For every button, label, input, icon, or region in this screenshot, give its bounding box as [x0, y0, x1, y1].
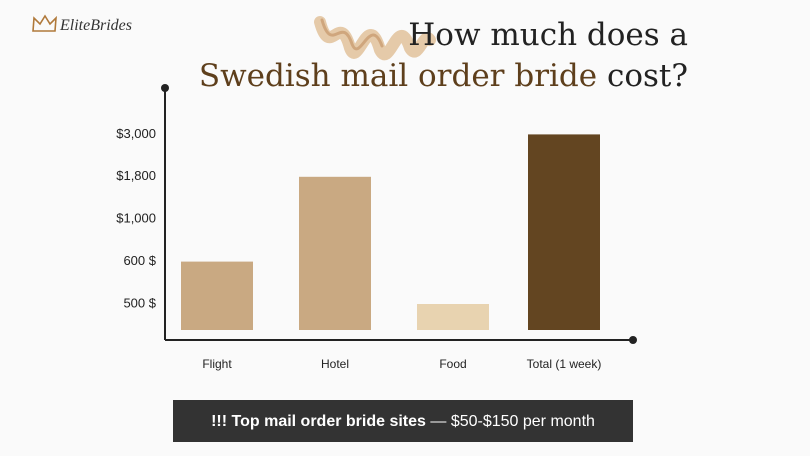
bar — [299, 176, 371, 330]
logo-text: EliteBrides — [59, 17, 132, 34]
bar — [417, 304, 489, 330]
x-tick-label: Hotel — [321, 357, 349, 371]
banner-bold: !!! Top mail order bride sites — [211, 413, 426, 430]
y-tick-label: $1,800 — [116, 168, 156, 183]
banner-text: !!! Top mail order bride sites — $50-$15… — [211, 413, 595, 430]
axis-end — [629, 336, 637, 344]
axis-end — [161, 84, 169, 92]
title-rest: cost? — [607, 58, 688, 94]
y-tick-label: $3,000 — [116, 126, 156, 141]
bar — [181, 261, 253, 330]
bar — [528, 134, 600, 330]
title-highlight: Swedish mail order bride — [199, 58, 597, 94]
y-tick-label: 600 $ — [123, 253, 156, 268]
y-tick-label: 500 $ — [123, 295, 156, 310]
x-tick-label: Total (1 week) — [527, 357, 602, 371]
y-tick-label: $1,000 — [116, 211, 156, 226]
x-tick-label: Flight — [202, 357, 232, 371]
brush-stroke — [314, 16, 436, 61]
logo-icon — [32, 14, 57, 32]
banner — [173, 400, 633, 442]
title-line2: Swedish mail order bride cost? — [199, 58, 688, 94]
x-tick-label: Food — [439, 357, 466, 371]
title-line1: How much does a — [408, 17, 688, 53]
title-space — [597, 58, 607, 94]
banner-rest: — $50-$150 per month — [426, 413, 595, 430]
